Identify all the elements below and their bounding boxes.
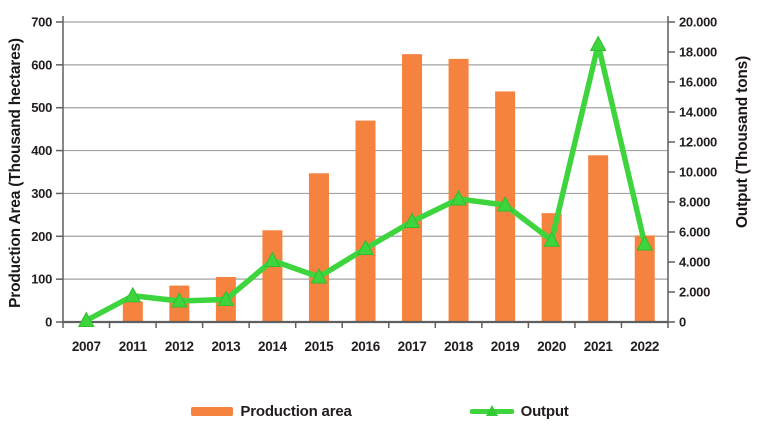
right-tick-label: 8.000: [679, 195, 710, 210]
legend-label-production-area: Production area: [240, 402, 352, 420]
legend: Production area Output: [0, 398, 760, 424]
left-tick-label: 300: [31, 186, 52, 201]
marker-2020: [543, 231, 560, 247]
x-axis-label-2018: 2018: [444, 339, 474, 354]
output-line-swatch-icon: [469, 404, 514, 418]
x-axis-label-2020: 2020: [537, 339, 566, 354]
x-axis-label-2017: 2017: [398, 339, 427, 354]
left-tick-label: 0: [45, 315, 52, 330]
left-tick-label: 500: [31, 100, 52, 115]
x-axis-label-2011: 2011: [119, 339, 148, 354]
right-tick-label: 12.000: [679, 135, 717, 150]
bar-2021: [588, 155, 609, 322]
bar-2015: [308, 173, 329, 322]
bar-2022: [634, 235, 655, 322]
production-area-swatch-icon: [191, 406, 234, 416]
left-tick-label: 100: [31, 272, 52, 287]
bar-2014: [262, 230, 283, 322]
x-axis-label-2014: 2014: [258, 339, 288, 354]
legend-item-output: Output: [469, 402, 569, 420]
right-axis-title: Output (Thousand tons): [734, 55, 751, 229]
legend-label-output: Output: [520, 402, 569, 420]
right-tick-label: 20.000: [679, 15, 717, 30]
right-tick-label: 4.000: [679, 255, 710, 270]
right-tick-label: 18.000: [679, 45, 717, 60]
marker-2007: [77, 311, 95, 327]
bar-2020: [541, 213, 562, 322]
x-axis-label-2007: 2007: [72, 339, 101, 354]
marker-2015: [310, 267, 328, 284]
marker-2018: [450, 189, 467, 206]
marker-2011: [124, 286, 142, 303]
marker-2016: [357, 239, 374, 255]
right-tick-label: 6.000: [679, 225, 710, 240]
x-axis-label-2012: 2012: [165, 339, 194, 354]
x-axis-label-2015: 2015: [305, 339, 335, 354]
marker-2017: [403, 212, 421, 228]
marker-2013: [217, 290, 235, 306]
legend-item-production-area: Production area: [191, 402, 352, 420]
x-axis-label-2013: 2013: [211, 339, 241, 354]
x-axis-label-2016: 2016: [351, 339, 381, 354]
right-tick-label: 2.000: [679, 285, 710, 300]
x-axis-label-2021: 2021: [584, 339, 614, 354]
bar-2016: [355, 120, 376, 322]
right-tick-label: 10.000: [679, 165, 717, 180]
left-tick-label: 700: [31, 15, 52, 30]
marker-2012: [171, 291, 188, 308]
right-tick-label: 14.000: [679, 105, 717, 120]
left-tick-label: 400: [31, 143, 52, 158]
bar-2011: [122, 301, 143, 322]
marker-2019: [496, 195, 514, 212]
marker-2022: [636, 234, 654, 251]
left-tick-label: 600: [31, 57, 52, 72]
x-axis-label-2022: 2022: [630, 339, 659, 354]
bar-2017: [402, 54, 423, 323]
marker-2014: [264, 251, 281, 267]
left-tick-label: 200: [31, 229, 52, 244]
right-tick-label: 16.000: [679, 75, 717, 90]
x-axis-label-2019: 2019: [491, 339, 520, 354]
left-axis-title: Production Area (Thousand hectares): [7, 38, 24, 308]
right-tick-label: 0: [679, 315, 686, 330]
marker-2021: [589, 35, 607, 51]
